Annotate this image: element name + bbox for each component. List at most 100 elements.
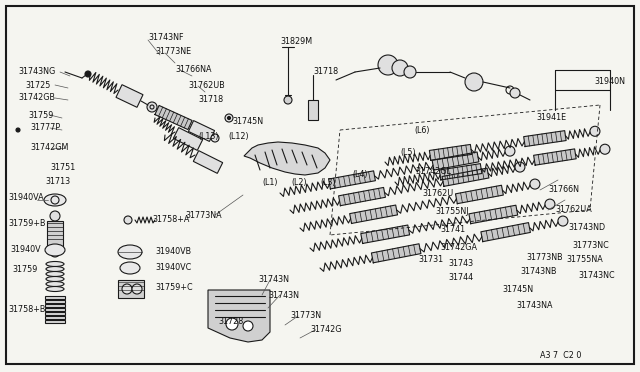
Polygon shape	[188, 121, 214, 141]
Bar	[45, 300, 65, 303]
Polygon shape	[371, 244, 421, 263]
Circle shape	[147, 102, 157, 112]
Polygon shape	[244, 142, 330, 175]
Polygon shape	[361, 225, 410, 243]
Text: 31940V: 31940V	[10, 246, 40, 254]
Circle shape	[227, 116, 230, 119]
Text: 31758+A: 31758+A	[152, 215, 189, 224]
Text: 31743N: 31743N	[268, 291, 299, 299]
Text: 31742GM: 31742GM	[30, 144, 68, 153]
Text: 31773N: 31773N	[290, 311, 321, 321]
Text: 31940VC: 31940VC	[155, 263, 191, 273]
Polygon shape	[456, 185, 503, 204]
Bar	[45, 320, 65, 323]
Bar	[45, 304, 65, 307]
Circle shape	[284, 96, 292, 104]
Text: 31743ND: 31743ND	[568, 224, 605, 232]
Polygon shape	[432, 152, 479, 170]
Bar	[45, 316, 65, 319]
Ellipse shape	[120, 262, 140, 274]
Circle shape	[16, 128, 20, 132]
Text: (L3): (L3)	[320, 179, 335, 187]
Polygon shape	[349, 205, 397, 224]
Bar	[45, 312, 65, 315]
Circle shape	[392, 60, 408, 76]
Text: 31744: 31744	[448, 273, 473, 282]
Text: 31773NB: 31773NB	[526, 253, 563, 263]
Text: 31773NA: 31773NA	[185, 211, 221, 219]
Polygon shape	[429, 144, 472, 160]
Text: 31745N: 31745N	[502, 285, 533, 295]
Circle shape	[505, 146, 515, 156]
Polygon shape	[208, 290, 270, 342]
Circle shape	[600, 144, 610, 154]
Text: 31743NA: 31743NA	[516, 301, 552, 310]
Text: 31759+B: 31759+B	[8, 219, 45, 228]
Text: 31742GA: 31742GA	[440, 244, 477, 253]
Text: 31751: 31751	[50, 164, 76, 173]
Text: 31829M: 31829M	[280, 38, 312, 46]
Ellipse shape	[46, 276, 64, 282]
Text: (L4): (L4)	[352, 170, 367, 180]
Circle shape	[50, 247, 60, 257]
Polygon shape	[173, 128, 203, 150]
Text: 31755NJ: 31755NJ	[435, 208, 468, 217]
Circle shape	[50, 211, 60, 221]
Text: 31742GL: 31742GL	[415, 167, 451, 176]
Bar	[47, 221, 63, 249]
Ellipse shape	[45, 244, 65, 256]
Text: 31762UB: 31762UB	[188, 80, 225, 90]
Polygon shape	[442, 168, 489, 186]
Ellipse shape	[46, 286, 64, 292]
Circle shape	[510, 88, 520, 98]
Text: 31731: 31731	[418, 256, 443, 264]
Circle shape	[515, 162, 525, 172]
Circle shape	[558, 216, 568, 226]
Polygon shape	[193, 151, 223, 173]
Text: 31713: 31713	[45, 177, 70, 186]
Ellipse shape	[44, 194, 66, 206]
Circle shape	[404, 66, 416, 78]
Circle shape	[122, 284, 132, 294]
Text: 31940VB: 31940VB	[155, 247, 191, 257]
Text: 31718: 31718	[313, 67, 338, 77]
Circle shape	[225, 114, 233, 122]
Ellipse shape	[46, 282, 64, 286]
Ellipse shape	[46, 262, 64, 266]
Circle shape	[85, 71, 91, 77]
Text: 31742G: 31742G	[310, 326, 342, 334]
Polygon shape	[328, 171, 376, 189]
Text: (L1): (L1)	[262, 179, 278, 187]
Text: 31940N: 31940N	[594, 77, 625, 87]
Bar	[45, 296, 65, 299]
Text: 31743NF: 31743NF	[148, 33, 184, 42]
Polygon shape	[439, 164, 482, 180]
Ellipse shape	[46, 272, 64, 276]
Text: 31773NC: 31773NC	[572, 241, 609, 250]
Text: 31941E: 31941E	[536, 113, 566, 122]
Text: 31725: 31725	[25, 80, 51, 90]
Text: 31758+B: 31758+B	[8, 305, 45, 314]
Text: 31742GB: 31742GB	[18, 93, 55, 103]
Text: 31759: 31759	[12, 266, 37, 275]
Ellipse shape	[118, 245, 142, 259]
Text: 31762U: 31762U	[422, 189, 453, 198]
Text: 31743NB: 31743NB	[520, 267, 557, 276]
Polygon shape	[534, 149, 576, 165]
Text: (L5): (L5)	[400, 148, 415, 157]
Text: 31940VA: 31940VA	[8, 193, 44, 202]
Text: 31766N: 31766N	[548, 186, 579, 195]
Text: 31773NE: 31773NE	[155, 48, 191, 57]
Text: (L6): (L6)	[414, 125, 429, 135]
Text: 31755NA: 31755NA	[566, 256, 603, 264]
Text: 31759+C: 31759+C	[155, 283, 193, 292]
Text: 31743NC: 31743NC	[578, 272, 614, 280]
Bar	[45, 308, 65, 311]
Circle shape	[132, 284, 142, 294]
Ellipse shape	[46, 266, 64, 272]
Text: 31718: 31718	[198, 94, 223, 103]
Text: 31741: 31741	[440, 225, 465, 234]
Text: 31777P: 31777P	[30, 124, 60, 132]
Text: (L13): (L13)	[198, 131, 218, 141]
Circle shape	[530, 179, 540, 189]
